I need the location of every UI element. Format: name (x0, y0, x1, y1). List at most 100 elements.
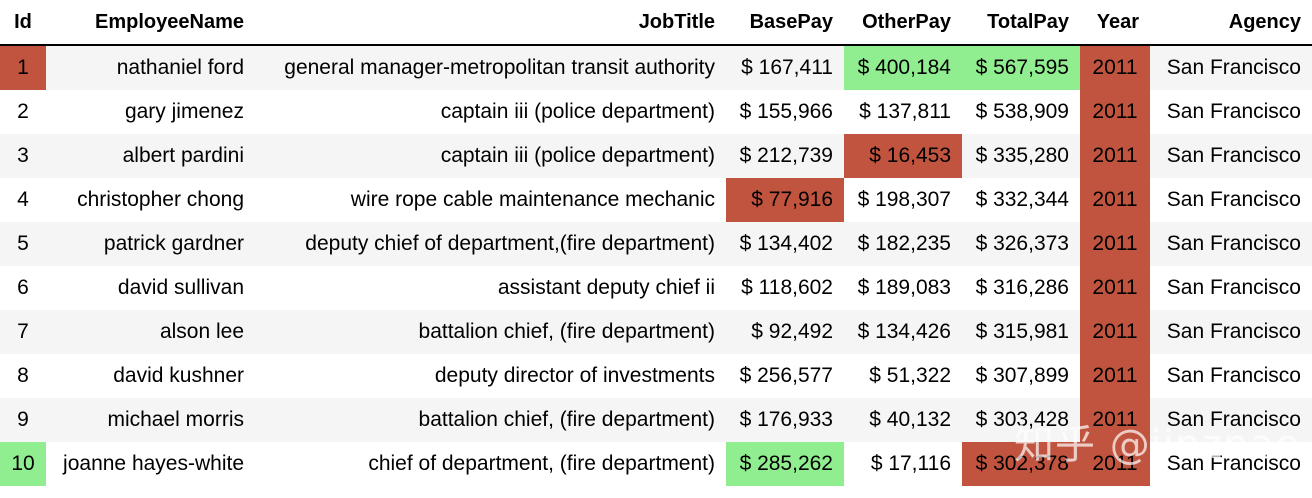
column-header-id: Id (0, 0, 46, 46)
cell-base-pay: $ 285,262 (726, 442, 844, 486)
table-row: 7 alson lee battalion chief, (fire depar… (0, 310, 1312, 354)
cell-total-pay: $ 332,344 (962, 178, 1080, 222)
cell-id: 5 (0, 222, 46, 266)
cell-agency: San Francisco (1150, 134, 1312, 178)
column-header-total-pay: TotalPay (962, 0, 1080, 46)
cell-id: 6 (0, 266, 46, 310)
cell-agency: San Francisco (1150, 90, 1312, 134)
cell-job-title: assistant deputy chief ii (255, 266, 726, 310)
cell-employee-name: david sullivan (46, 266, 255, 310)
column-header-job-title: JobTitle (255, 0, 726, 46)
column-header-agency: Agency (1150, 0, 1312, 46)
cell-employee-name: gary jimenez (46, 90, 255, 134)
column-header-other-pay: OtherPay (844, 0, 962, 46)
cell-year: 2011 (1080, 266, 1150, 310)
cell-agency: San Francisco (1150, 310, 1312, 354)
cell-other-pay: $ 189,083 (844, 266, 962, 310)
cell-id: 9 (0, 398, 46, 442)
cell-job-title: chief of department, (fire department) (255, 442, 726, 486)
table-row: 2 gary jimenez captain iii (police depar… (0, 90, 1312, 134)
cell-id: 4 (0, 178, 46, 222)
cell-base-pay: $ 155,966 (726, 90, 844, 134)
cell-job-title: deputy chief of department,(fire departm… (255, 222, 726, 266)
table-row: 5 patrick gardner deputy chief of depart… (0, 222, 1312, 266)
cell-base-pay: $ 212,739 (726, 134, 844, 178)
cell-other-pay: $ 182,235 (844, 222, 962, 266)
cell-job-title: battalion chief, (fire department) (255, 310, 726, 354)
cell-total-pay: $ 567,595 (962, 45, 1080, 90)
cell-id: 8 (0, 354, 46, 398)
cell-other-pay: $ 137,811 (844, 90, 962, 134)
cell-employee-name: albert pardini (46, 134, 255, 178)
cell-total-pay: $ 307,899 (962, 354, 1080, 398)
cell-id: 10 (0, 442, 46, 486)
cell-other-pay: $ 51,322 (844, 354, 962, 398)
column-header-year: Year (1080, 0, 1150, 46)
cell-base-pay: $ 134,402 (726, 222, 844, 266)
cell-other-pay: $ 400,184 (844, 45, 962, 90)
cell-job-title: battalion chief, (fire department) (255, 398, 726, 442)
cell-total-pay: $ 326,373 (962, 222, 1080, 266)
cell-other-pay: $ 16,453 (844, 134, 962, 178)
cell-employee-name: michael morris (46, 398, 255, 442)
cell-job-title: captain iii (police department) (255, 134, 726, 178)
cell-job-title: deputy director of investments (255, 354, 726, 398)
cell-year: 2011 (1080, 178, 1150, 222)
cell-other-pay: $ 134,426 (844, 310, 962, 354)
table-body: 1 nathaniel ford general manager-metropo… (0, 45, 1312, 486)
table-row: 4 christopher chong wire rope cable main… (0, 178, 1312, 222)
cell-base-pay: $ 92,492 (726, 310, 844, 354)
table-row: 9 michael morris battalion chief, (fire … (0, 398, 1312, 442)
cell-employee-name: joanne hayes-white (46, 442, 255, 486)
cell-id: 3 (0, 134, 46, 178)
cell-year: 2011 (1080, 45, 1150, 90)
cell-year: 2011 (1080, 442, 1150, 486)
cell-employee-name: david kushner (46, 354, 255, 398)
cell-employee-name: nathaniel ford (46, 45, 255, 90)
cell-base-pay: $ 118,602 (726, 266, 844, 310)
cell-job-title: general manager-metropolitan transit aut… (255, 45, 726, 90)
column-header-employee-name: EmployeeName (46, 0, 255, 46)
table-row: 3 albert pardini captain iii (police dep… (0, 134, 1312, 178)
cell-employee-name: alson lee (46, 310, 255, 354)
cell-agency: San Francisco (1150, 222, 1312, 266)
cell-other-pay: $ 40,132 (844, 398, 962, 442)
cell-total-pay: $ 335,280 (962, 134, 1080, 178)
cell-total-pay: $ 302,378 (962, 442, 1080, 486)
cell-agency: San Francisco (1150, 354, 1312, 398)
cell-id: 1 (0, 45, 46, 90)
table-row: 8 david kushner deputy director of inves… (0, 354, 1312, 398)
cell-employee-name: christopher chong (46, 178, 255, 222)
cell-total-pay: $ 316,286 (962, 266, 1080, 310)
cell-employee-name: patrick gardner (46, 222, 255, 266)
salary-table: Id EmployeeName JobTitle BasePay OtherPa… (0, 0, 1312, 486)
column-header-base-pay: BasePay (726, 0, 844, 46)
cell-other-pay: $ 198,307 (844, 178, 962, 222)
cell-base-pay: $ 176,933 (726, 398, 844, 442)
cell-year: 2011 (1080, 222, 1150, 266)
table-row: 10 joanne hayes-white chief of departmen… (0, 442, 1312, 486)
cell-base-pay: $ 167,411 (726, 45, 844, 90)
cell-id: 7 (0, 310, 46, 354)
cell-id: 2 (0, 90, 46, 134)
cell-agency: San Francisco (1150, 266, 1312, 310)
cell-base-pay: $ 77,916 (726, 178, 844, 222)
table-header: Id EmployeeName JobTitle BasePay OtherPa… (0, 0, 1312, 46)
table-row: 6 david sullivan assistant deputy chief … (0, 266, 1312, 310)
cell-year: 2011 (1080, 398, 1150, 442)
cell-other-pay: $ 17,116 (844, 442, 962, 486)
cell-agency: San Francisco (1150, 398, 1312, 442)
cell-year: 2011 (1080, 90, 1150, 134)
cell-agency: San Francisco (1150, 178, 1312, 222)
cell-total-pay: $ 538,909 (962, 90, 1080, 134)
cell-total-pay: $ 303,428 (962, 398, 1080, 442)
cell-agency: San Francisco (1150, 442, 1312, 486)
cell-job-title: wire rope cable maintenance mechanic (255, 178, 726, 222)
table-row: 1 nathaniel ford general manager-metropo… (0, 45, 1312, 90)
header-row: Id EmployeeName JobTitle BasePay OtherPa… (0, 0, 1312, 46)
cell-year: 2011 (1080, 310, 1150, 354)
cell-job-title: captain iii (police department) (255, 90, 726, 134)
cell-total-pay: $ 315,981 (962, 310, 1080, 354)
cell-agency: San Francisco (1150, 45, 1312, 90)
cell-year: 2011 (1080, 354, 1150, 398)
